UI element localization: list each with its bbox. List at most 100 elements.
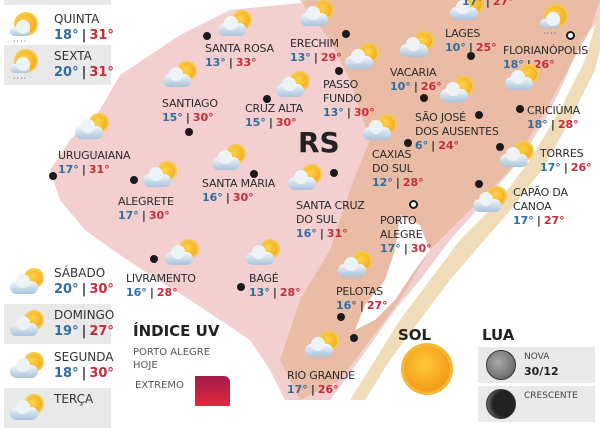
city-temps: 16° | 30° [202, 191, 254, 204]
city-name: URUGUAIANA [58, 149, 131, 162]
city-name: LAGES [445, 27, 481, 40]
city-name: TORRES [540, 147, 584, 160]
day-name: SEGUNDA [54, 350, 114, 364]
city-temps: 16° | 31° [296, 227, 348, 240]
partly-cloudy-icon [246, 241, 280, 267]
partly-cloudy-icon [345, 45, 379, 71]
city-name: CAXIAS [372, 148, 412, 161]
partly-cloudy-icon [163, 63, 197, 89]
capital-marker [566, 31, 575, 40]
min-temp: 6° [415, 139, 429, 152]
max-temp: 28° [279, 286, 301, 299]
moon-title: LUA [482, 326, 515, 344]
partly-cloudy-icon [473, 188, 507, 214]
city-temps: 16° | 27° [336, 299, 388, 312]
moon-phase-crescent: CRESCENTE [478, 386, 595, 422]
partly-cloudy-icon [10, 354, 44, 380]
min-temp: 18° [503, 58, 524, 71]
forecast-day-2: SÁBADO 20° | 30° [4, 262, 114, 302]
day-temps: 20° | 30° [54, 282, 114, 297]
min-temp: 15° [245, 116, 266, 129]
sun-title: SOL [398, 326, 432, 344]
partly-cloudy-icon [338, 253, 372, 279]
partly-cloudy-icon [276, 73, 310, 99]
min-temp: 17° [540, 161, 561, 174]
city-marker [330, 169, 338, 177]
max-temp: 24° [438, 139, 459, 152]
partly-cloudy-icon [10, 312, 44, 338]
max-temp: 30° [275, 116, 297, 129]
max-temp: 31° [88, 163, 110, 176]
city-name: SANTIAGO [162, 97, 218, 110]
city-marker [237, 283, 245, 291]
min-temp: 17° [58, 163, 79, 176]
city-name: CAPÃO DA [513, 186, 568, 199]
max-temp: 28° [156, 286, 178, 299]
city-name: RIO GRANDE [287, 369, 355, 382]
min-temp: 15° [162, 111, 183, 124]
uv-level-label: EXTREMO [135, 380, 184, 391]
max-temp: 27° [366, 299, 388, 312]
min-temp: 13° [290, 51, 311, 64]
city-temps: 15° | 30° [245, 116, 297, 129]
city-marker [496, 143, 504, 151]
city-name: SÃO JOSÉ [415, 111, 466, 124]
day-name: QUINTA [54, 12, 100, 26]
capital-marker [409, 200, 418, 209]
max-temp: 30° [232, 191, 254, 204]
partly-cloudy-icon [500, 143, 534, 169]
city-temps: 17° | 27° [513, 214, 565, 227]
partly-cloudy-icon [505, 66, 539, 92]
max-temp: 30° [192, 111, 214, 124]
partly-cloudy-icon [400, 33, 434, 59]
day-temps: 18° | 30° [54, 366, 114, 381]
crescent-moon-icon [486, 389, 516, 419]
day-name: SEXTA [54, 49, 92, 63]
max-temp: 30° [410, 242, 432, 255]
max-temp: 26° [420, 80, 442, 93]
sun-icon [404, 346, 450, 392]
max-temp: 30° [148, 209, 170, 222]
city-temps: 17° | 26° [540, 161, 592, 174]
day-temps: 18° | 31° [54, 28, 114, 43]
forecast-day-4: SEGUNDA 18° | 30° [4, 346, 114, 386]
max-temp: 33° [235, 56, 257, 69]
city-marker [49, 172, 57, 180]
city-temps: 17° | 31° [58, 163, 110, 176]
sun-rain-icon: ···· [10, 14, 44, 46]
min-temp: 17° [513, 214, 534, 227]
partly-cloudy-icon [440, 78, 474, 104]
city-name: CANOA [513, 200, 552, 213]
partial-city-temps: 17° | 27° [462, 0, 514, 8]
city-marker [130, 176, 138, 184]
min-temp: 12° [372, 176, 393, 189]
max-temp: 26° [570, 161, 592, 174]
max-temp: 30° [353, 106, 375, 119]
city-name: FUNDO [323, 92, 362, 105]
city-name: VACARIA [390, 66, 437, 79]
partly-cloudy-icon [300, 2, 334, 28]
partly-cloudy-icon [218, 12, 252, 38]
max-temp: 28° [557, 118, 579, 131]
city-marker [404, 139, 412, 147]
city-marker [475, 180, 483, 188]
forecast-day-5: TERÇA [4, 388, 111, 428]
new-moon-icon [486, 350, 516, 380]
city-name: DO SUL [296, 213, 337, 226]
city-marker [335, 67, 343, 75]
city-name: CRUZ ALTA [245, 102, 303, 115]
city-temps: 13° | 33° [205, 56, 257, 69]
city-marker [337, 313, 345, 321]
day-name: TERÇA [54, 392, 94, 406]
city-marker [516, 105, 524, 113]
uv-location: PORTO ALEGRE [133, 347, 211, 358]
city-name: SANTA CRUZ [296, 199, 365, 212]
city-temps: 13° | 29° [290, 51, 342, 64]
city-name: ALEGRE [380, 228, 423, 241]
partly-cloudy-icon [75, 115, 109, 141]
day-name: DOMINGO [54, 308, 115, 322]
max-temp: 26° [533, 58, 555, 71]
city-name: PORTO [380, 214, 417, 227]
city-marker [475, 111, 483, 119]
partly-cloudy-icon [288, 166, 322, 192]
